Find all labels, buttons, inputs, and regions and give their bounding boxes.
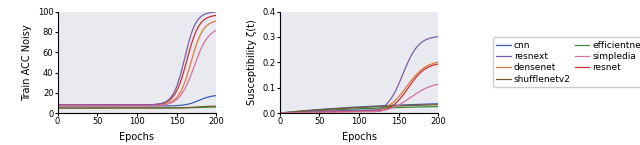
Y-axis label: Susceptibility ζ(t): Susceptibility ζ(t) (247, 19, 257, 105)
X-axis label: Epochs: Epochs (342, 132, 376, 142)
Y-axis label: Train ACC Noisy: Train ACC Noisy (22, 24, 32, 101)
Legend: cnn, resnext, densenet, shufflenetv2, efficientnet, simpledia, resnet, : cnn, resnext, densenet, shufflenetv2, ef… (493, 37, 640, 87)
X-axis label: Epochs: Epochs (120, 132, 154, 142)
